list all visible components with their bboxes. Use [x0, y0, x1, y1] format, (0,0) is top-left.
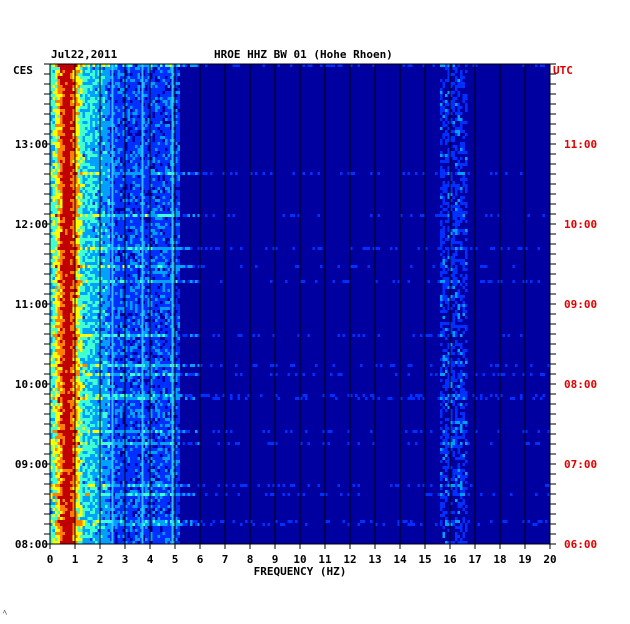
y-tick-label-right: 08:00 [564, 378, 597, 391]
x-tick-label: 1 [72, 553, 79, 566]
x-tick-label: 5 [172, 553, 179, 566]
y-tick-label-left: 11:00 [15, 298, 48, 311]
x-tick-label: 13 [368, 553, 381, 566]
x-tick-label: 12 [343, 553, 356, 566]
persistent-line-2 [171, 64, 174, 544]
spectrogram-grid [74, 64, 526, 544]
left-timezone-label: CES [13, 64, 33, 77]
x-tick-label: 15 [418, 553, 431, 566]
tick-marks [44, 63, 556, 549]
x-tick-label: 18 [493, 553, 506, 566]
y-tick-label-left: 08:00 [15, 538, 48, 551]
x-tick-label: 2 [97, 553, 104, 566]
x-tick-label: 8 [247, 553, 254, 566]
persistent-line-1 [141, 64, 144, 544]
x-axis-label: FREQUENCY (HZ) [253, 565, 347, 578]
x-tick-label: 16 [443, 553, 457, 566]
x-tick-label: 11 [318, 553, 332, 566]
date-label: Jul22,2011 [51, 48, 118, 61]
station-title: HROE HHZ BW 01 (Hohe Rhoen) [214, 48, 393, 61]
y-tick-label-left: 10:00 [15, 378, 48, 391]
y-tick-label-right: 06:00 [564, 538, 597, 551]
right-timezone-label: UTC [553, 64, 573, 77]
y-tick-label-right: 09:00 [564, 298, 597, 311]
tick-labels: 0 1 2 3 4 5 6 7 8 9 10 11 12 13 14 15 16 17 18 19 2013:0012:… [15, 138, 597, 566]
y-tick-label-left: 12:00 [15, 218, 48, 231]
y-tick-label-right: 11:00 [564, 138, 597, 151]
footer-mark: ﾍ [3, 608, 7, 617]
x-tick-label: 10 [293, 553, 306, 566]
x-tick-label: 9 [272, 553, 279, 566]
y-tick-label-left: 13:00 [15, 138, 48, 151]
x-tick-label: 6 [197, 553, 204, 566]
x-tick-label: 4 [147, 553, 154, 566]
x-tick-label: 20 [543, 553, 556, 566]
x-tick-label: 3 [122, 553, 129, 566]
x-tick-label: 17 [468, 553, 481, 566]
x-tick-label: 19 [518, 553, 531, 566]
y-tick-label-left: 09:00 [15, 458, 48, 471]
y-tick-label-right: 07:00 [564, 458, 597, 471]
x-tick-label: 0 [47, 553, 54, 566]
y-tick-label-right: 10:00 [564, 218, 597, 231]
persistent-line-0 [111, 64, 114, 544]
x-tick-label: 14 [393, 553, 407, 566]
x-tick-label: 7 [222, 553, 229, 566]
